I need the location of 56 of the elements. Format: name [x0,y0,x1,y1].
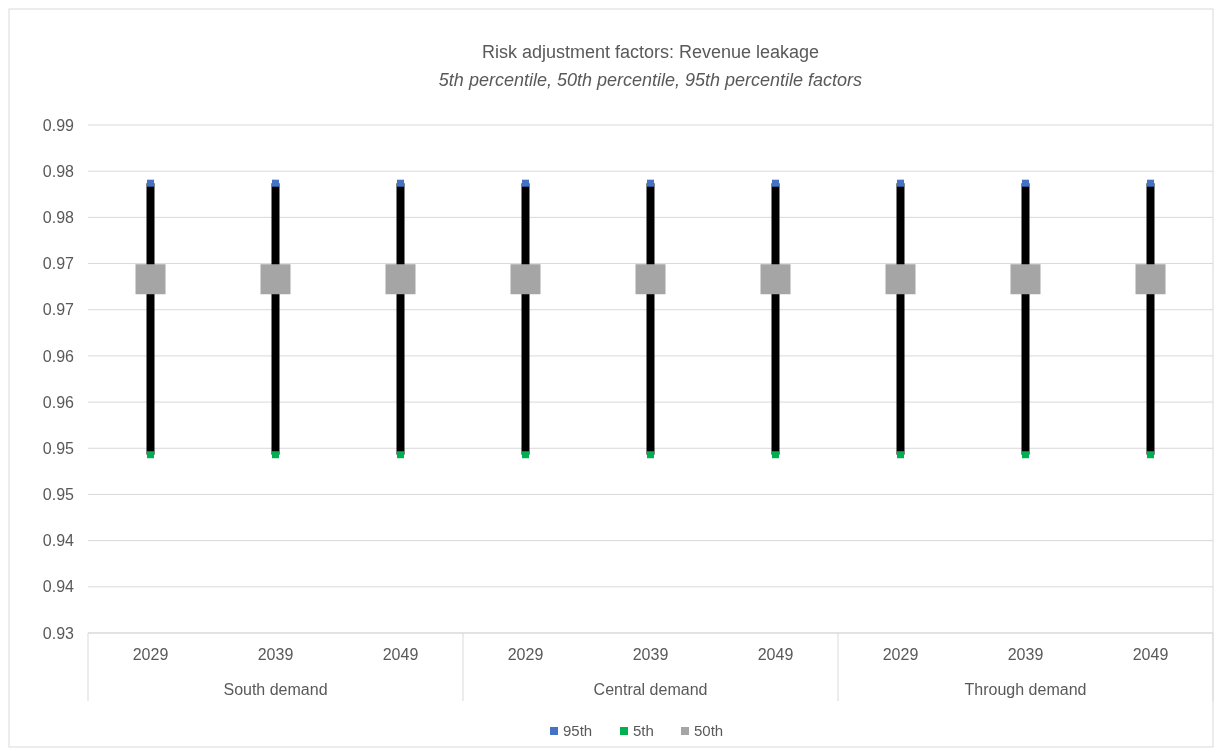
chart-title: Risk adjustment factors: Revenue leakage [481,42,820,62]
point [1135,264,1166,295]
point [147,451,154,459]
x-tick-label: 2039 [632,646,669,663]
point [135,264,166,295]
point [1147,451,1154,459]
y-tick-label: 0.93 [42,624,75,642]
point [885,264,916,295]
y-tick-label: 0.96 [42,347,75,365]
text: Through demand [964,681,1087,698]
point [385,264,416,295]
x-tick-label: 2049 [382,646,419,663]
point [760,264,791,295]
y-tick-label: 0.94 [42,532,75,550]
point [1147,179,1154,187]
legend-label: 50th [694,722,724,740]
point [272,451,279,459]
point [647,179,654,187]
y-tick-label: 0.99 [42,116,75,134]
point [397,179,404,187]
point [897,179,904,187]
x-tick-label: 2029 [882,646,919,663]
point [635,264,666,295]
point [260,264,291,295]
y-tick-label: 0.97 [42,255,75,273]
x-tick-label: 2049 [757,646,794,663]
y-tick-label: 0.94 [42,578,75,596]
point [1010,264,1041,295]
chart-subtitle: 5th percentile, 50th percentile, 95th percentile factors [438,70,863,90]
point [772,179,779,187]
x-tick-label: 2049 [1132,646,1169,663]
legend-label: 5th [633,722,654,740]
y-tick-label: 0.95 [42,486,75,504]
point [510,264,541,295]
point [647,451,654,459]
point [1022,179,1029,187]
x-tick-label: 2039 [1007,646,1044,663]
y-tick-label: 0.98 [42,162,75,180]
point [1022,451,1029,459]
legend-label: 95th [563,722,593,740]
point [397,451,404,459]
x-tick-label: 2039 [257,646,294,663]
point [272,179,279,187]
y-tick-label: 0.97 [42,301,75,319]
x-tick-label: 2029 [507,646,544,663]
point [897,451,904,459]
point [147,179,154,187]
point [772,451,779,459]
point [522,179,529,187]
point [522,451,529,459]
y-tick-label: 0.96 [42,393,75,411]
x-tick-label: 2029 [132,646,169,663]
text: Central demand [593,681,708,698]
y-tick-label: 0.95 [42,439,75,457]
y-tick-label: 0.98 [42,208,75,226]
text: South demand [223,681,328,698]
